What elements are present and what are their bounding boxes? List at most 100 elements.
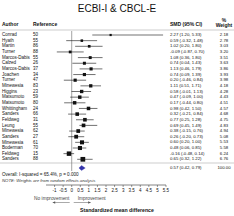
study-author: Higgins xyxy=(2,89,18,94)
arrow-head xyxy=(88,201,91,204)
study-author: Marcos-Dabis xyxy=(2,55,31,60)
study-ref: 26 xyxy=(33,60,39,65)
study-author: Hyath xyxy=(2,38,14,43)
study-ci-label: 0.48 (0.06, 0.85) xyxy=(170,145,202,150)
x-tick xyxy=(80,185,81,187)
separator xyxy=(0,30,234,31)
study-ci-label: 0.69 (0.45, 1.49) xyxy=(170,123,202,128)
study-marker xyxy=(78,146,82,150)
study-ci-label: 2.27 (1.20, 5.33) xyxy=(170,32,202,37)
study-marker xyxy=(83,118,87,122)
study-ci-label: 0.20 (-0.46, 0.84) xyxy=(170,77,204,82)
ci-line xyxy=(78,57,103,58)
x-tick xyxy=(106,185,107,187)
annotation: Improvement xyxy=(78,196,107,201)
arrow xyxy=(74,202,91,203)
study-weight: 4.68 xyxy=(220,111,229,116)
study-weight: 2.78 xyxy=(220,38,229,43)
annotation: No improvement xyxy=(34,196,70,201)
ci-line xyxy=(72,63,96,64)
study-ci-label: 0.58 (-0.01, 1.13) xyxy=(170,89,204,94)
x-tick xyxy=(166,185,167,187)
study-marker xyxy=(76,129,80,133)
study-author: Martin xyxy=(2,43,15,48)
study-marker xyxy=(82,124,86,128)
x-tick-label: -1 xyxy=(53,188,57,193)
study-author: Sanders xyxy=(2,134,20,139)
study-ref: 37 xyxy=(33,66,39,71)
study-author: Turner xyxy=(2,49,16,54)
study-ci-label: -0.16 (-0.48, 0.14) xyxy=(170,151,205,156)
x-tick-label: 5 xyxy=(156,188,159,193)
x-tick-label: 4 xyxy=(139,188,142,193)
study-weight: 4.83 xyxy=(220,123,229,128)
study-ref: 70 xyxy=(33,145,39,150)
column-header: SMD (95% CI) xyxy=(170,21,203,27)
note: NOTE: Weights are from random effects an… xyxy=(2,178,96,183)
x-tick xyxy=(140,185,141,187)
study-ref: 31 xyxy=(33,117,39,122)
study-author: Calzed xyxy=(2,60,17,65)
study-weight: 3.93 xyxy=(220,72,229,77)
study-author: Minewesia xyxy=(2,140,24,145)
study-weight: 6.76 xyxy=(220,156,229,161)
study-marker xyxy=(78,95,81,98)
ci-line xyxy=(92,35,163,36)
study-weight: 4.75 xyxy=(220,117,229,122)
study-marker xyxy=(67,151,71,155)
x-tick xyxy=(157,185,158,187)
study-ci-label: 1.13 (0.46, 1.79) xyxy=(170,66,202,71)
study-marker xyxy=(80,90,83,93)
x-tick xyxy=(97,185,98,187)
x-tick-label: 1 xyxy=(88,188,91,193)
study-ref: 80 xyxy=(33,100,39,105)
overall-weight: 100.00 xyxy=(217,165,231,170)
x-tick xyxy=(131,185,132,187)
study-weight: 2.18 xyxy=(220,32,229,37)
study-weight: 4.57 xyxy=(220,106,229,111)
study-weight: 5.58 xyxy=(220,145,229,150)
x-tick xyxy=(88,185,89,187)
study-marker xyxy=(81,39,84,42)
x-tick xyxy=(114,185,115,187)
x-tick xyxy=(54,185,55,187)
study-weight: 5.53 xyxy=(220,139,229,144)
study-marker xyxy=(110,34,112,36)
column-header: Reference xyxy=(33,21,57,27)
study-author: Sanders xyxy=(2,111,20,116)
study-author: Conrad xyxy=(2,32,17,37)
study-ref: 55 xyxy=(33,38,39,43)
study-weight: 3.86 xyxy=(220,66,229,71)
study-author: Matsumoto xyxy=(2,94,25,99)
study-ci-label: 1.02 (0.20, 1.80) xyxy=(170,43,202,48)
arrow xyxy=(53,202,70,203)
overall-ci-label: 0.57 (0.42, 0.79) xyxy=(170,165,202,170)
arrow-head xyxy=(53,201,56,204)
study-weight: 5.08 xyxy=(220,134,229,139)
study-author: Minewesia xyxy=(2,83,24,88)
study-ref: 88 xyxy=(33,49,39,54)
study-ref: 34 xyxy=(33,72,39,77)
study-ci-label: 0.98 (0.42, 1.50) xyxy=(170,106,202,111)
study-marker xyxy=(83,62,86,65)
study-ref: 83 xyxy=(33,83,39,88)
study-ref: 62 xyxy=(33,128,39,133)
study-ref: 61 xyxy=(33,140,39,145)
study-ref: 88 xyxy=(33,156,39,161)
x-tick xyxy=(123,185,124,187)
study-weight: 6.24 xyxy=(220,151,229,156)
study-marker xyxy=(75,112,79,116)
study-author: Sanders xyxy=(2,156,20,161)
study-ref: 66 xyxy=(33,111,39,116)
study-marker xyxy=(89,56,92,59)
study-author: Marcos-Dabis xyxy=(2,66,31,71)
study-author: Minewesia xyxy=(2,128,24,133)
study-ci-label: 0.32 (-0.21, 0.84) xyxy=(170,111,204,116)
overall-label: Overall: I-squared = 65.4%, p = 0.000 xyxy=(2,172,79,177)
study-weight: 3.63 xyxy=(220,60,229,65)
marks xyxy=(57,34,163,171)
study-author: Leung xyxy=(2,123,15,128)
study-ci-label: 0.47 (-0.09, 1.00) xyxy=(170,94,204,99)
study-ci-label: 0.65 (0.32, 1.22) xyxy=(170,156,202,161)
column-header: Weight xyxy=(216,22,233,28)
